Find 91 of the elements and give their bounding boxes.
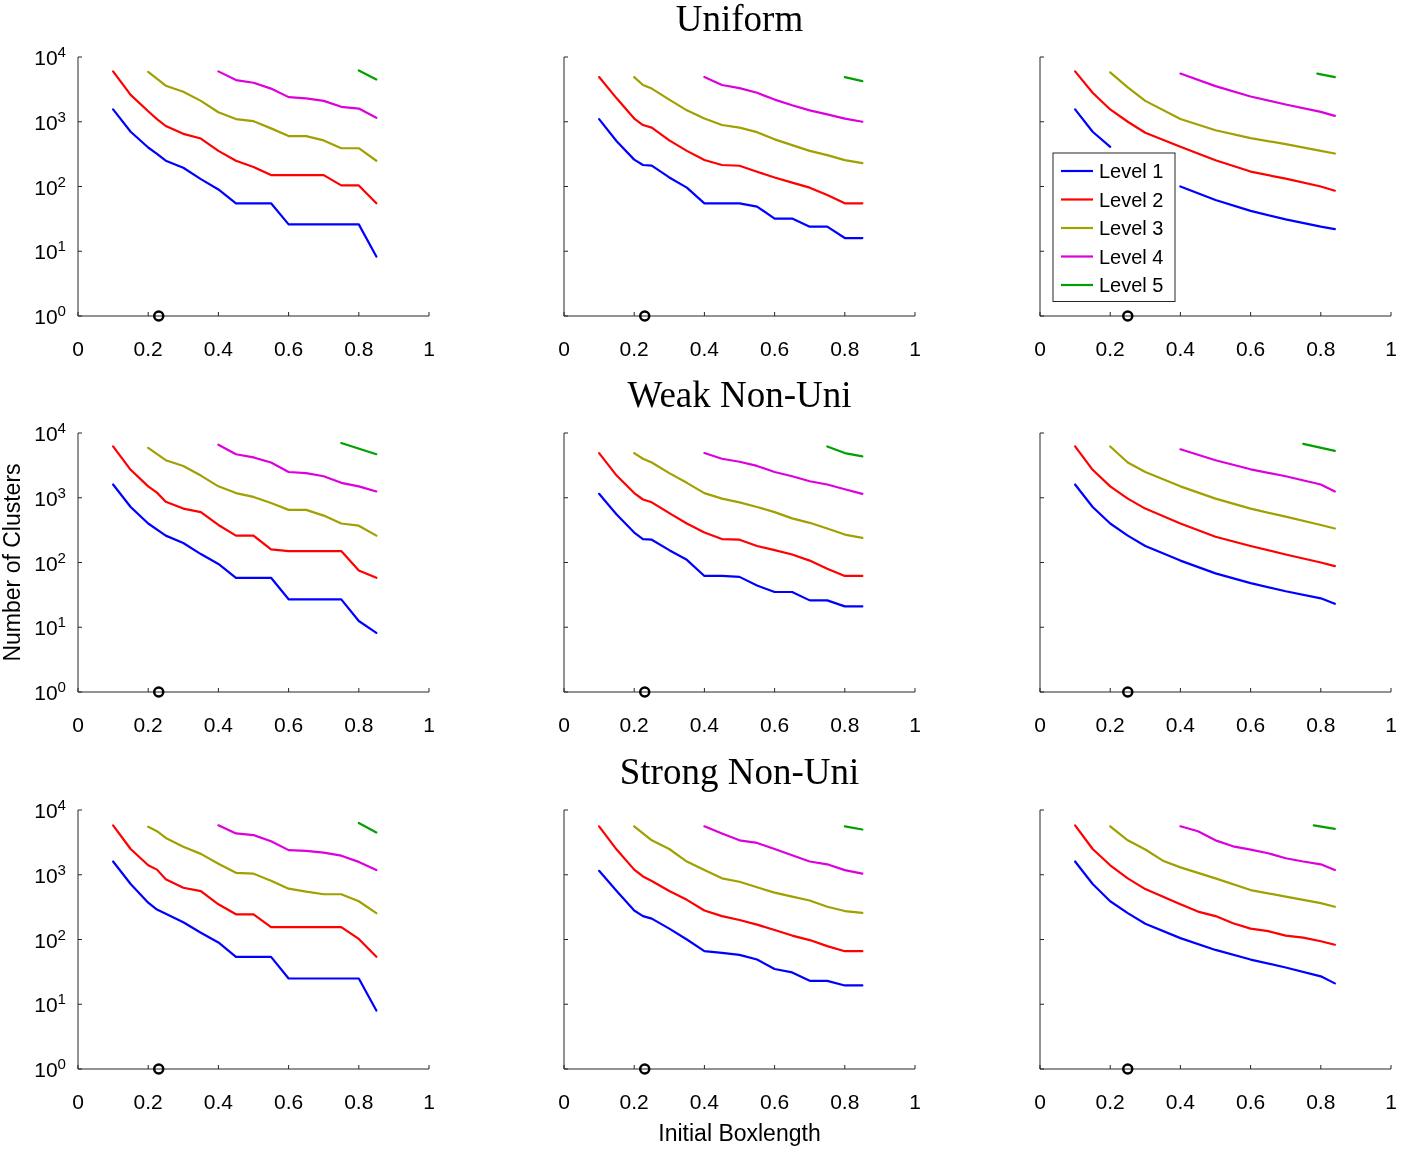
- chart-title: Uniform: [675, 0, 804, 39]
- y-axis-title: Number of Clusters: [0, 463, 25, 662]
- y-tick-label: 10$^{3}$: [34, 107, 66, 134]
- x-tick-label: 0: [72, 713, 84, 736]
- x-tick-label: 0.2: [619, 337, 649, 360]
- x-tick-label: 0.4: [689, 1090, 720, 1113]
- x-tick-label: 0.6: [1236, 1090, 1266, 1113]
- y-tick-label: 10$^{0}$: [34, 301, 66, 328]
- x-tick-label: 0.4: [1165, 337, 1196, 360]
- line-series: [147, 825, 378, 915]
- legend-label: Level 4: [1099, 245, 1164, 268]
- x-tick-label: 0: [1034, 1090, 1046, 1113]
- line-series: [217, 70, 378, 119]
- x-tick-label: 0.6: [760, 1090, 790, 1113]
- x-tick-label: 0.2: [619, 713, 649, 736]
- line-series: [112, 445, 378, 579]
- x-tick-label: 0.4: [1165, 713, 1196, 736]
- x-tick-label: 0: [558, 713, 570, 736]
- x-tick-label: 1: [423, 1090, 435, 1113]
- y-tick-label: 10$^{0}$: [34, 677, 66, 704]
- x-tick-label: 1: [1385, 337, 1397, 360]
- x-tick-label: 0.2: [619, 1090, 649, 1113]
- x-tick-label: 0.8: [344, 1090, 374, 1113]
- x-tick-label: 1: [423, 337, 435, 360]
- y-tick-label: 10$^{1}$: [34, 236, 66, 264]
- x-tick-label: 0.2: [133, 1090, 163, 1113]
- x-tick-label: 0.2: [133, 713, 163, 736]
- line-series: [112, 824, 378, 958]
- x-tick-label: 0.6: [760, 337, 790, 360]
- line-series: [217, 824, 378, 872]
- x-tick-label: 0.8: [830, 713, 860, 736]
- x-tick-label: 0.4: [689, 713, 720, 736]
- x-tick-label: 1: [1385, 1090, 1397, 1113]
- x-tick-label: 0.8: [830, 1090, 860, 1113]
- x-tick-label: 0.4: [689, 337, 720, 360]
- y-tick-label: 10$^{3}$: [34, 860, 66, 887]
- x-tick-label: 0: [558, 337, 570, 360]
- y-tick-label: 10$^{2}$: [34, 548, 66, 575]
- x-tick-label: 1: [423, 713, 435, 736]
- x-tick-label: 0.6: [760, 713, 790, 736]
- y-tick-label: 10$^{0}$: [34, 1054, 66, 1081]
- x-tick-label: 0: [558, 1090, 570, 1113]
- y-tick-label: 10$^{4}$: [34, 418, 66, 445]
- line-series: [112, 860, 378, 1012]
- line-series: [217, 443, 378, 493]
- x-tick-label: 1: [1385, 713, 1397, 736]
- x-tick-label: 0.4: [1165, 1090, 1196, 1113]
- line-series: [112, 70, 378, 205]
- x-tick-label: 0.6: [274, 337, 304, 360]
- x-tick-label: 0.2: [1095, 337, 1125, 360]
- legend-label: Level 3: [1099, 217, 1164, 239]
- y-tick-label: 10$^{4}$: [34, 42, 66, 69]
- line-series: [147, 70, 378, 162]
- y-tick-label: 10$^{2}$: [34, 925, 66, 952]
- legend-label: Level 1: [1099, 160, 1164, 182]
- x-tick-label: 0: [72, 1090, 84, 1113]
- x-tick-label: 0: [1034, 337, 1046, 360]
- legend-label: Level 2: [1099, 188, 1164, 211]
- x-tick-label: 0.6: [1236, 337, 1266, 360]
- x-tick-label: 0.4: [203, 713, 234, 736]
- x-tick-label: 0.8: [344, 713, 374, 736]
- x-tick-label: 1: [909, 1090, 921, 1113]
- x-tick-label: 0.2: [1095, 713, 1125, 736]
- x-tick-label: 0.2: [133, 337, 163, 360]
- x-tick-label: 1: [909, 713, 921, 736]
- x-tick-label: 0: [1034, 713, 1046, 736]
- x-tick-label: 0.2: [1095, 1090, 1125, 1113]
- x-tick-label: 1: [909, 337, 921, 360]
- y-tick-label: 10$^{1}$: [34, 612, 66, 640]
- y-tick-label: 10$^{4}$: [34, 795, 66, 822]
- x-tick-label: 0.8: [1306, 337, 1336, 360]
- x-tick-label: 0: [72, 337, 84, 360]
- chart-title: Strong Non-Uni: [619, 751, 860, 792]
- x-tick-label: 0.4: [203, 1090, 234, 1113]
- line-series: [112, 483, 378, 634]
- x-tick-label: 0.8: [1306, 713, 1336, 736]
- x-tick-label: 0.6: [274, 1090, 304, 1113]
- x-tick-label: 0.8: [1306, 1090, 1336, 1113]
- y-tick-label: 10$^{2}$: [34, 172, 66, 199]
- line-series: [112, 108, 378, 258]
- line-series: [147, 446, 378, 537]
- chart-title: Weak Non-Uni: [627, 374, 852, 415]
- x-tick-label: 0.8: [830, 337, 860, 360]
- y-tick-label: 10$^{3}$: [34, 483, 66, 510]
- x-tick-label: 0.6: [1236, 713, 1266, 736]
- x-tick-label: 0.4: [203, 337, 234, 360]
- x-tick-label: 0.8: [344, 337, 374, 360]
- x-axis-title: Initial Boxlength: [658, 1120, 821, 1146]
- x-tick-label: 0.6: [274, 713, 304, 736]
- y-tick-label: 10$^{1}$: [34, 989, 66, 1017]
- legend-label: Level 5: [1099, 274, 1164, 296]
